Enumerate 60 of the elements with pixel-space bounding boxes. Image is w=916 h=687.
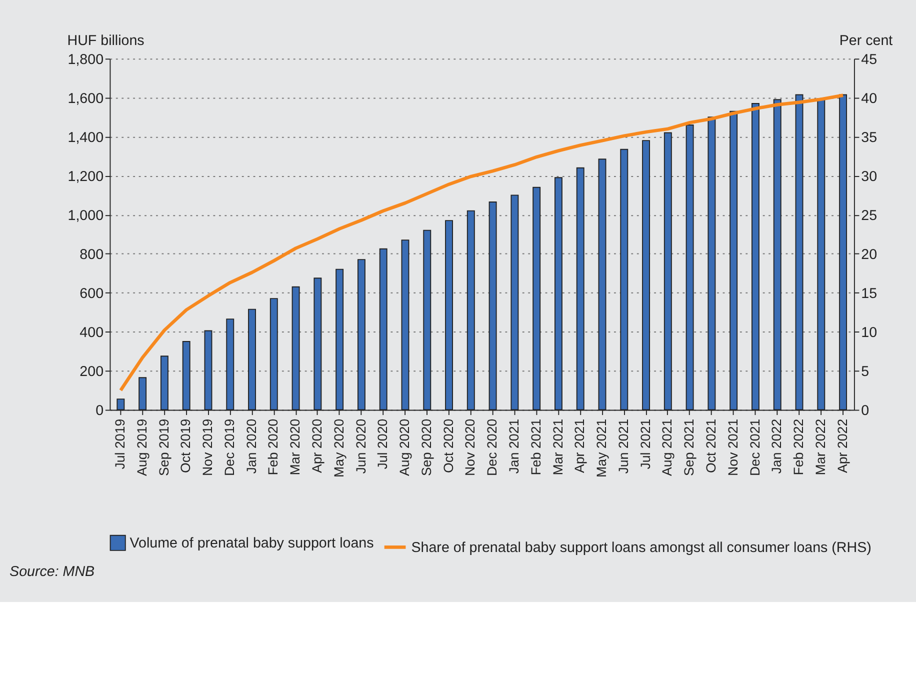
x-tick-label: Jun 2020 [353,418,368,474]
x-tick-label: Nov 2021 [725,418,740,476]
x-tick-label: Aug 2019 [134,418,150,476]
x-tick-label: Apr 2022 [834,418,850,474]
y-tick-label: 600 [80,286,104,302]
y-tick-label: 1,600 [68,90,104,107]
x-tick-label: Feb 2020 [266,418,281,476]
x-tick-label: Sep 2020 [418,418,434,476]
x-tick-label: Oct 2020 [440,418,456,473]
x-tick-label: Jun 2021 [616,418,631,474]
legend-label: Share of prenatal baby support loans amongst all consumer loans (RHS) [411,540,872,556]
x-tick-label: Sep 2019 [156,418,172,476]
y2-tick-label: 0 [861,403,870,420]
x-tick-label: May 2020 [331,418,346,478]
y2-tick-label: 25 [861,208,878,224]
x-tick-label: Jul 2020 [375,418,390,470]
line-series [119,94,845,392]
x-tick-label: Apr 2021 [572,418,588,474]
x-tick-label: Oct 2019 [178,418,194,473]
x-tick-label: Dec 2019 [222,418,237,476]
y-tick-label: 1,400 [68,130,104,146]
y-tick-label: 200 [80,364,104,380]
source-note: Source: MNB [10,564,96,580]
x-tick-label: Mar 2022 [812,418,828,476]
x-tick-label: Oct 2021 [704,418,719,473]
y-tick-label: 1,800 [68,52,104,68]
x-tick-label: Nov 2020 [462,418,478,476]
y-tick-label: 400 [80,324,104,341]
x-tick-label: Feb 2022 [791,418,806,476]
y2-tick-label: 15 [861,286,878,302]
x-tick-label: Mar 2021 [550,418,566,476]
x-tick-label: Sep 2021 [682,418,697,476]
y2-tick-label: 40 [861,90,878,107]
x-tick-label: Dec 2021 [747,418,762,476]
x-tick-label: Jan 2022 [769,418,784,474]
x-tick-label: Nov 2019 [200,418,216,476]
x-tick-label: Mar 2020 [288,418,303,476]
legend-label: Volume of prenatal baby support loans [130,536,374,552]
y-tick-label: 800 [80,246,104,263]
x-tick-label: May 2021 [594,418,610,478]
y2-tick-label: 35 [861,130,878,146]
y2-tick-label: 30 [861,168,878,185]
y2-axis-title: Per cent [839,32,893,49]
x-tick-label: Aug 2021 [660,418,675,476]
y-tick-label: 0 [96,403,104,420]
x-tick-label: Aug 2020 [397,418,412,476]
y-tick-label: 1,200 [68,168,104,185]
y2-tick-label: 5 [861,364,870,380]
x-tick-label: Apr 2020 [310,418,324,474]
y-axis-title: HUF billions [67,32,144,49]
y2-tick-label: 45 [861,52,878,68]
x-tick-label: Jan 2021 [506,418,522,474]
y-tick-label: 1,000 [68,208,104,224]
x-tick-label: Feb 2021 [528,418,544,476]
x-tick-label: Jan 2020 [244,418,259,474]
y2-tick-label: 20 [861,246,878,263]
x-tick-label: Jul 2021 [638,418,653,470]
x-tick-label: Jul 2019 [112,418,128,470]
y2-tick-label: 10 [861,324,878,341]
x-tick-label: Dec 2020 [484,418,500,476]
